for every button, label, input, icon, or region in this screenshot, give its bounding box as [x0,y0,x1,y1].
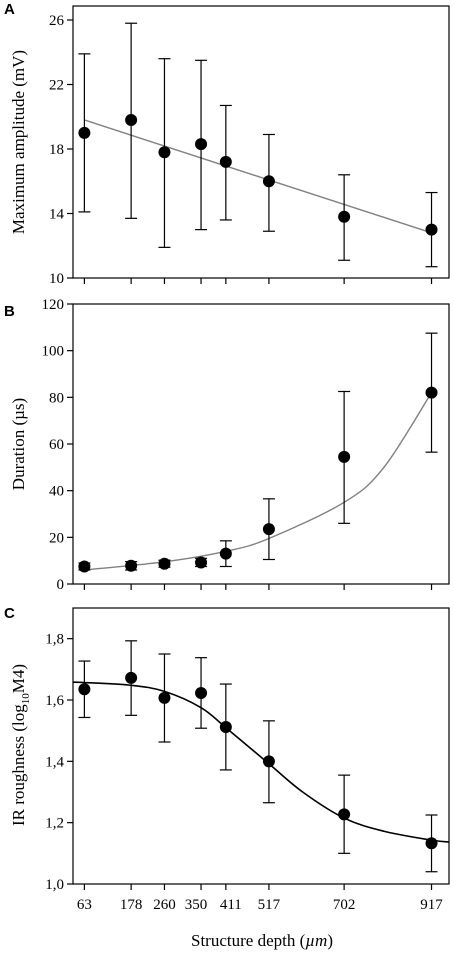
x-tick-label: 517 [258,897,281,913]
panel-c-y-title-main: IR roughness (log [9,704,28,826]
data-point [262,523,275,536]
panel-c-x-ticks: 63 178 260 350 411 517 702 917 [77,897,443,913]
data-point [78,126,91,139]
data-point [262,755,275,768]
panel-a-frame [72,5,450,279]
x-tick-label: 350 [185,897,208,913]
data-point [158,146,171,159]
x-tick-label: 702 [333,897,356,913]
x-tick-label: 411 [220,897,242,913]
data-point [425,386,438,399]
panel-a-ticks: 10 14 18 22 26 [49,13,433,287]
y-tick-label: 60 [49,437,64,453]
panel-c-y-title-tail: M4) [9,664,28,693]
y-tick-label: 20 [49,530,64,546]
x-axis-title-tail: ) [327,931,333,950]
y-tick-label: 1,4 [45,754,64,770]
panel-b-ticks: 0 20 40 60 80 100 120 [42,297,433,593]
data-point [195,556,208,569]
data-point [338,808,351,821]
panel-c: C IR roughness (log10M4) 1,0 1,2 1,4 1,6 1,8… [4,605,450,950]
y-tick-label: 40 [49,484,64,500]
y-tick-label: 1,6 [45,693,64,709]
data-point [425,837,438,850]
y-tick-label: 14 [49,207,65,223]
y-tick-label: 26 [49,13,65,29]
data-point [338,210,351,223]
fit-curve [84,119,432,234]
panel-a: A Maximum amplitude (mV) 10 14 18 22 26 [4,1,450,287]
fit-curve [84,392,433,571]
data-point [262,175,275,188]
panel-b-y-title: Duration (µs) [9,398,28,490]
panel-b-letter: B [4,303,15,320]
panel-c-y-title-sub: 10 [20,693,32,705]
panel-a-y-title: Maximum amplitude (mV) [9,50,28,234]
y-tick-label: 1,2 [45,816,64,832]
y-tick-label: 10 [49,271,64,287]
panel-b: B Duration (µs) 0 20 40 60 80 100 120 [4,297,450,593]
y-tick-label: 1,8 [45,632,64,648]
fit-curve [72,681,450,843]
y-tick-label: 1,0 [45,877,64,893]
data-point [195,686,208,699]
data-point [125,671,138,684]
data-point [338,450,351,463]
y-tick-label: 22 [49,78,64,94]
data-point [219,155,232,168]
panel-a-letter: A [4,1,15,18]
panel-c-ticks: 1,0 1,2 1,4 1,6 1,8 [45,632,433,893]
panel-a-fit [84,119,432,234]
panel-c-y-title: IR roughness (log10M4) [9,664,32,826]
panel-b-marks [78,332,438,573]
data-point [195,138,208,151]
panel-a-marks [78,22,438,268]
y-tick-label: 100 [42,344,65,360]
data-point [158,557,171,570]
data-point [78,683,91,696]
x-tick-label: 63 [77,897,92,913]
panel-c-fit [72,681,450,843]
y-tick-label: 80 [49,390,64,406]
panel-c-marks [78,640,438,873]
x-axis-title-unit: µm [305,931,327,950]
data-point [219,547,232,560]
x-tick-label: 917 [420,897,443,913]
y-tick-label: 120 [42,297,65,313]
x-axis-title-main: Structure depth ( [191,931,306,950]
panel-c-frame [72,607,450,885]
data-point [158,691,171,704]
panel-b-fit [84,392,433,571]
data-point [78,560,91,573]
data-point [219,720,232,733]
y-tick-label: 0 [57,577,65,593]
x-tick-label: 178 [120,897,143,913]
data-point [125,559,138,572]
x-axis-title: Structure depth (µm) [191,931,333,950]
panel-c-letter: C [4,605,15,622]
data-point [425,223,438,236]
x-tick-label: 260 [153,897,176,913]
data-point [125,113,138,126]
y-tick-label: 18 [49,142,64,158]
